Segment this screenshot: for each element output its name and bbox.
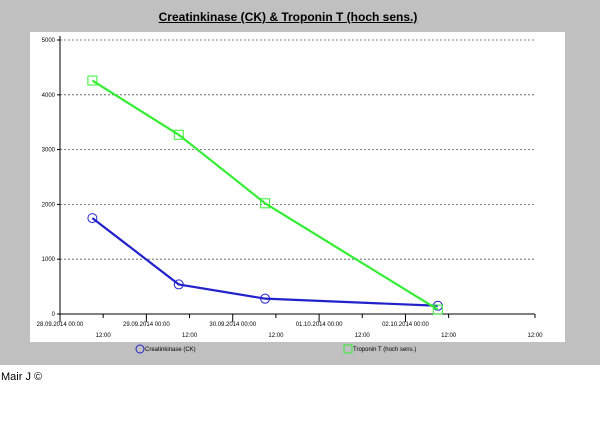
x-minor-tick-label: 12:00 [527,333,543,339]
x-minor-tick-label: 12:00 [96,333,112,339]
series-line [91,217,438,307]
x-major-tick-label: 28.09.2014 00:00 [37,322,84,328]
data-point-square [173,129,184,140]
data-point-square [87,75,98,86]
x-major-tick-label: 02.10.2014 00:00 [382,322,429,328]
legend-square-icon [343,344,353,354]
x-minor-tick-label: 12:00 [268,333,284,339]
x-minor-tick-label: 12:00 [182,333,198,339]
data-point-circle [173,279,184,290]
legend-label: Troponin T (hoch sens.) [353,347,416,353]
x-minor-tick-label: 12:00 [355,333,371,339]
y-tick-label: 4000 [42,93,56,99]
chart-title: Creatinkinase (CK) & Troponin T (hoch se… [158,10,418,24]
series-line [91,79,439,311]
x-major-tick-label: 30.09.2014 00:00 [209,322,256,328]
x-major-tick-label: 29.09.2014 00:00 [123,322,170,328]
y-tick-label: 1000 [42,257,56,263]
y-tick-label: 5000 [42,38,56,44]
data-point-square [260,198,271,209]
x-major-tick-label: 01.10.2014 00:00 [296,322,343,328]
copyright-footer: Mair J © [1,371,43,383]
line-chart: 0 1000 2000 3000 4000 5000 28.09.2014 00:00 29.… [37,36,543,354]
data-point-square [432,304,443,315]
y-tick-label: 3000 [42,148,56,154]
x-minor-tick-label: 12:00 [441,333,457,339]
legend-label: Creatinkinase (CK) [145,347,196,353]
chart-panel: Creatinkinase (CK) & Troponin T (hoch se… [0,0,600,365]
chart-plot-area: 0 1000 2000 3000 4000 5000 28.09.2014 00:00 29.… [30,32,565,354]
data-point-circle [87,213,98,224]
y-tick-label: 2000 [42,202,56,208]
legend-circle-icon [135,344,145,354]
data-point-circle [260,293,271,304]
y-tick-label: 0 [52,312,56,318]
